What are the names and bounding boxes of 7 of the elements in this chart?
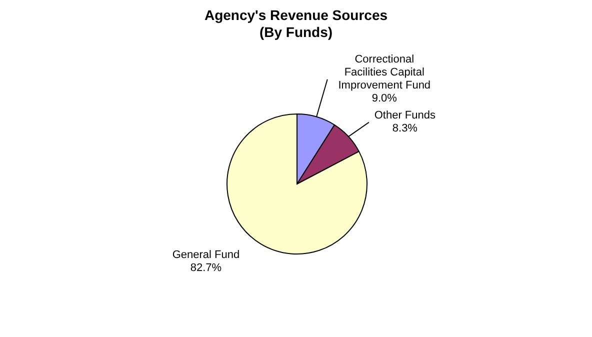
slice-label: General Fund [172, 248, 240, 261]
data-label: 82.7% [190, 262, 222, 274]
slice-label: Correctional Facilities Capital Improvement Fund [338, 53, 431, 92]
data-label: 8.3% [392, 122, 418, 134]
chart-title: Agency's Revenue Sources (By Funds) [204, 7, 388, 40]
slice-label: Other Funds [374, 109, 436, 122]
data-label: 9.0% [372, 92, 398, 104]
